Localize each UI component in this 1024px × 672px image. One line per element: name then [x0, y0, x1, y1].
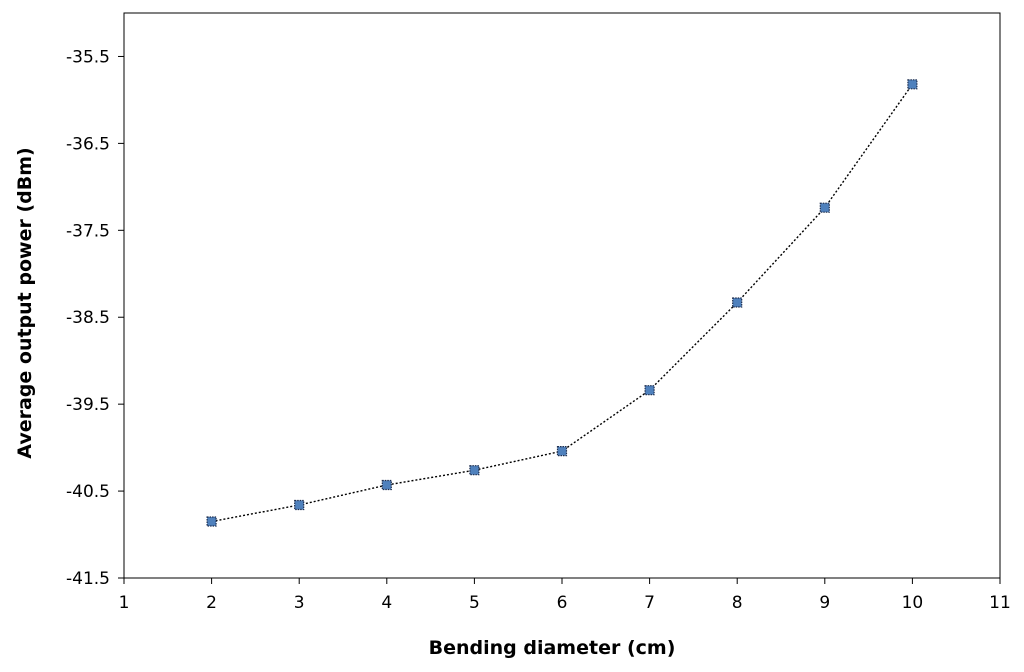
y-tick-label: -38.5 [66, 308, 110, 328]
x-tick-label: 6 [557, 593, 568, 613]
data-markers [206, 79, 918, 527]
x-tick-label: 5 [469, 593, 480, 613]
x-tick-label: 4 [381, 593, 392, 613]
x-tick-label: 10 [902, 593, 924, 613]
data-point-marker [381, 479, 392, 491]
data-point-marker [819, 202, 830, 213]
x-tick-label: 2 [206, 593, 217, 613]
y-tick-label: -35.5 [66, 47, 110, 67]
x-axis-ticks: 1 2 3 4 5 6 7 8 9 10 11 [119, 578, 1011, 613]
data-point-marker [644, 385, 655, 396]
data-point-marker [556, 446, 568, 457]
x-tick-label: 8 [732, 593, 743, 613]
y-tick-label: -37.5 [66, 221, 110, 241]
x-tick-label: 3 [294, 593, 305, 613]
data-point-marker [206, 516, 217, 527]
data-point-marker [732, 297, 743, 308]
y-tick-label: -41.5 [66, 569, 110, 589]
x-axis-title: Bending diameter (cm) [429, 637, 676, 659]
y-tick-label: -40.5 [66, 482, 110, 502]
x-tick-label: 7 [644, 593, 655, 613]
data-point-marker [294, 499, 305, 511]
y-axis-title: Average output power (dBm) [14, 147, 36, 458]
data-point-marker [469, 465, 480, 476]
data-point-marker [907, 79, 918, 90]
y-tick-label: -36.5 [66, 134, 110, 154]
x-tick-label: 11 [989, 593, 1011, 613]
x-tick-label: 1 [119, 593, 130, 613]
y-axis-ticks: -41.5 -40.5 -39.5 -38.5 -37.5 -36.5 -35.5 [66, 47, 124, 589]
plot-area [123, 12, 1001, 579]
x-tick-label: 9 [819, 593, 830, 613]
y-tick-label: -39.5 [66, 395, 110, 415]
